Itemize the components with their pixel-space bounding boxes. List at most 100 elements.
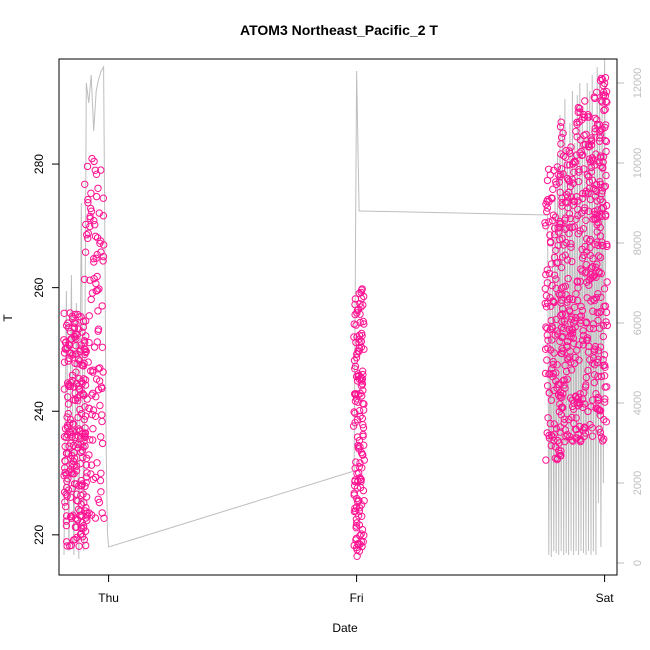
data-point (597, 372, 606, 381)
data-point (582, 260, 590, 269)
data-point (580, 131, 588, 140)
data-point (547, 396, 556, 404)
data-point (575, 341, 583, 349)
data-point (350, 408, 358, 416)
data-point (568, 329, 577, 337)
data-point (591, 114, 599, 123)
data-point (562, 367, 571, 376)
data-point (352, 321, 360, 329)
data-point (563, 375, 571, 383)
data-point (93, 272, 101, 281)
data-point (557, 263, 566, 272)
data-point (61, 502, 70, 511)
data-point (83, 231, 91, 239)
data-point (595, 267, 603, 276)
data-point (562, 433, 570, 441)
data-point (578, 306, 587, 315)
data-point (597, 293, 605, 301)
data-point (86, 214, 94, 223)
data-point (570, 197, 579, 206)
data-point (551, 213, 560, 221)
data-point (358, 375, 366, 383)
data-point (569, 334, 578, 342)
data-point (548, 365, 556, 373)
data-point (84, 229, 93, 237)
data-point (64, 475, 72, 483)
data-point (86, 436, 94, 444)
data-point (593, 260, 601, 268)
data-point (558, 290, 566, 299)
data-point (360, 497, 368, 505)
data-point (570, 157, 578, 165)
data-point (588, 432, 597, 440)
data-point (81, 381, 90, 389)
data-point (559, 129, 567, 137)
data-point (590, 371, 599, 379)
data-point (359, 386, 367, 395)
data-point (542, 456, 550, 464)
data-point (77, 476, 86, 485)
y-tick-label: 280 (32, 154, 46, 174)
data-point (352, 458, 360, 466)
data-point (593, 197, 601, 205)
data-point (556, 188, 564, 197)
data-point (98, 343, 107, 351)
series-line-layer (63, 58, 607, 560)
data-point (573, 120, 581, 129)
data-point (70, 441, 78, 450)
data-point (546, 171, 554, 179)
data-point (83, 162, 92, 171)
data-point (79, 362, 88, 370)
data-point (96, 401, 104, 410)
data-point (83, 395, 91, 403)
data-point (63, 542, 71, 550)
data-point (572, 215, 580, 224)
data-point (89, 368, 97, 376)
data-point (594, 347, 603, 355)
y-axis-title: T (1, 314, 15, 322)
data-point (549, 185, 557, 194)
data-point (89, 366, 97, 374)
data-point (595, 252, 603, 260)
data-point (566, 394, 575, 402)
data-point (72, 467, 81, 475)
data-point (600, 415, 608, 424)
data-point (574, 103, 582, 112)
series-points-layer (60, 74, 611, 560)
data-point (354, 512, 363, 520)
data-point (358, 542, 366, 551)
data-point (82, 332, 90, 340)
data-point (566, 308, 574, 316)
data-point (87, 189, 95, 198)
data-point (596, 223, 604, 232)
data-point (582, 216, 590, 225)
data-point (360, 345, 368, 353)
data-point (81, 482, 89, 490)
data-point (596, 343, 605, 351)
data-point (563, 161, 571, 169)
data-point (589, 359, 597, 367)
data-point (558, 305, 567, 313)
data-point (587, 141, 596, 149)
data-point (600, 106, 608, 115)
data-point (561, 310, 570, 318)
data-point (61, 498, 69, 506)
data-point (556, 428, 564, 436)
data-point (582, 373, 591, 382)
data-point (81, 403, 89, 411)
data-point (84, 195, 92, 204)
data-point (81, 424, 89, 432)
data-point (73, 427, 81, 435)
data-point (82, 347, 91, 356)
data-point (568, 436, 576, 444)
data-point (601, 395, 609, 403)
data-point (91, 232, 100, 241)
data-point (359, 301, 367, 309)
data-point (589, 307, 597, 315)
data-point (596, 407, 605, 415)
data-point (602, 308, 611, 317)
data-point (83, 469, 91, 477)
data-point (86, 222, 94, 231)
data-point (76, 357, 84, 365)
data-point (603, 321, 611, 330)
